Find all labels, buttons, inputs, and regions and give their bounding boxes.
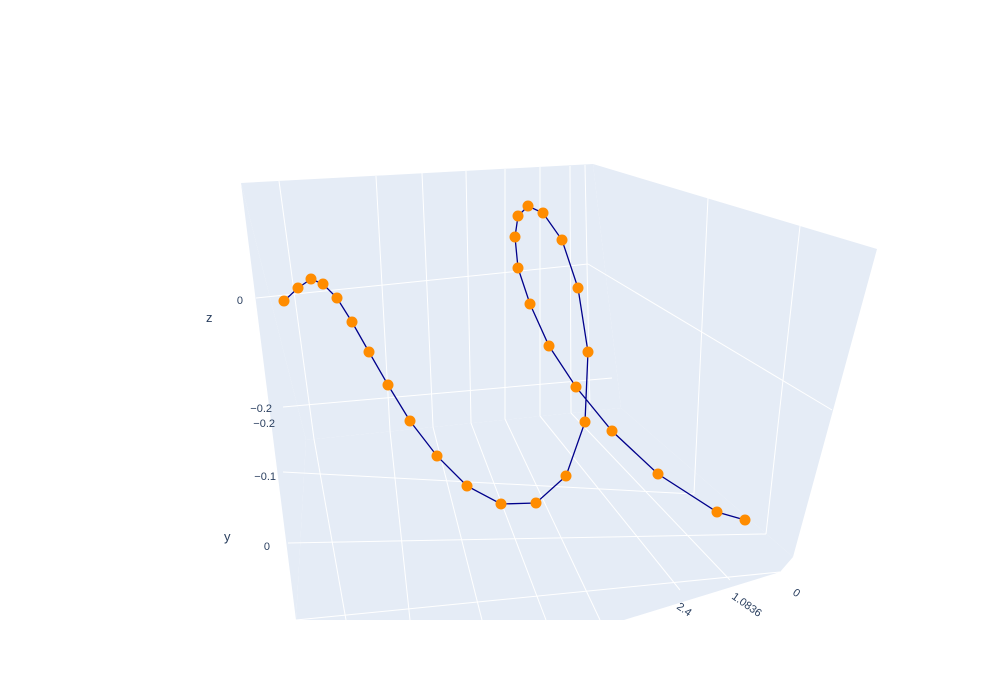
data-point[interactable]: [570, 381, 582, 393]
data-point[interactable]: [278, 295, 290, 307]
back-wall-xz: [241, 164, 621, 440]
side-wall-yz: [593, 164, 877, 557]
data-point[interactable]: [305, 273, 317, 285]
data-point[interactable]: [292, 282, 304, 294]
y-tick-neg0-1: −0.1: [254, 471, 276, 483]
data-point[interactable]: [739, 514, 751, 526]
data-point[interactable]: [524, 298, 536, 310]
data-point[interactable]: [495, 498, 507, 510]
z-axis-title: z: [206, 310, 213, 325]
data-point[interactable]: [537, 207, 549, 219]
data-point[interactable]: [382, 379, 394, 391]
data-point[interactable]: [560, 470, 572, 482]
data-point[interactable]: [582, 346, 594, 358]
z-tick-neg0-2: −0.2: [250, 403, 272, 415]
left-wall: [241, 183, 306, 620]
x-tick-0: 0: [790, 587, 802, 600]
gridlines: [255, 164, 833, 621]
data-point[interactable]: [461, 480, 473, 492]
data-point[interactable]: [331, 292, 343, 304]
data-point[interactable]: [431, 450, 443, 462]
data-point[interactable]: [711, 506, 723, 518]
data-trace[interactable]: [278, 200, 751, 526]
data-point[interactable]: [606, 425, 618, 437]
y-axis-title: y: [224, 529, 231, 544]
x-tick-1-0836: 1.0836: [729, 591, 763, 620]
data-point[interactable]: [317, 278, 329, 290]
data-point[interactable]: [509, 231, 521, 243]
data-point[interactable]: [522, 200, 534, 212]
data-point[interactable]: [572, 282, 584, 294]
z-tick-0: 0: [237, 295, 243, 307]
floor-xy: [296, 408, 793, 620]
data-point[interactable]: [512, 262, 524, 274]
y-tick-neg0-2: −0.2: [253, 418, 275, 430]
data-point[interactable]: [512, 210, 524, 222]
data-point[interactable]: [404, 415, 416, 427]
data-point[interactable]: [543, 340, 555, 352]
y-tick-0: 0: [264, 541, 270, 553]
data-point[interactable]: [363, 346, 375, 358]
data-point[interactable]: [346, 316, 358, 328]
data-point[interactable]: [652, 468, 664, 480]
data-point[interactable]: [579, 416, 591, 428]
data-point[interactable]: [556, 234, 568, 246]
data-point[interactable]: [530, 497, 542, 509]
